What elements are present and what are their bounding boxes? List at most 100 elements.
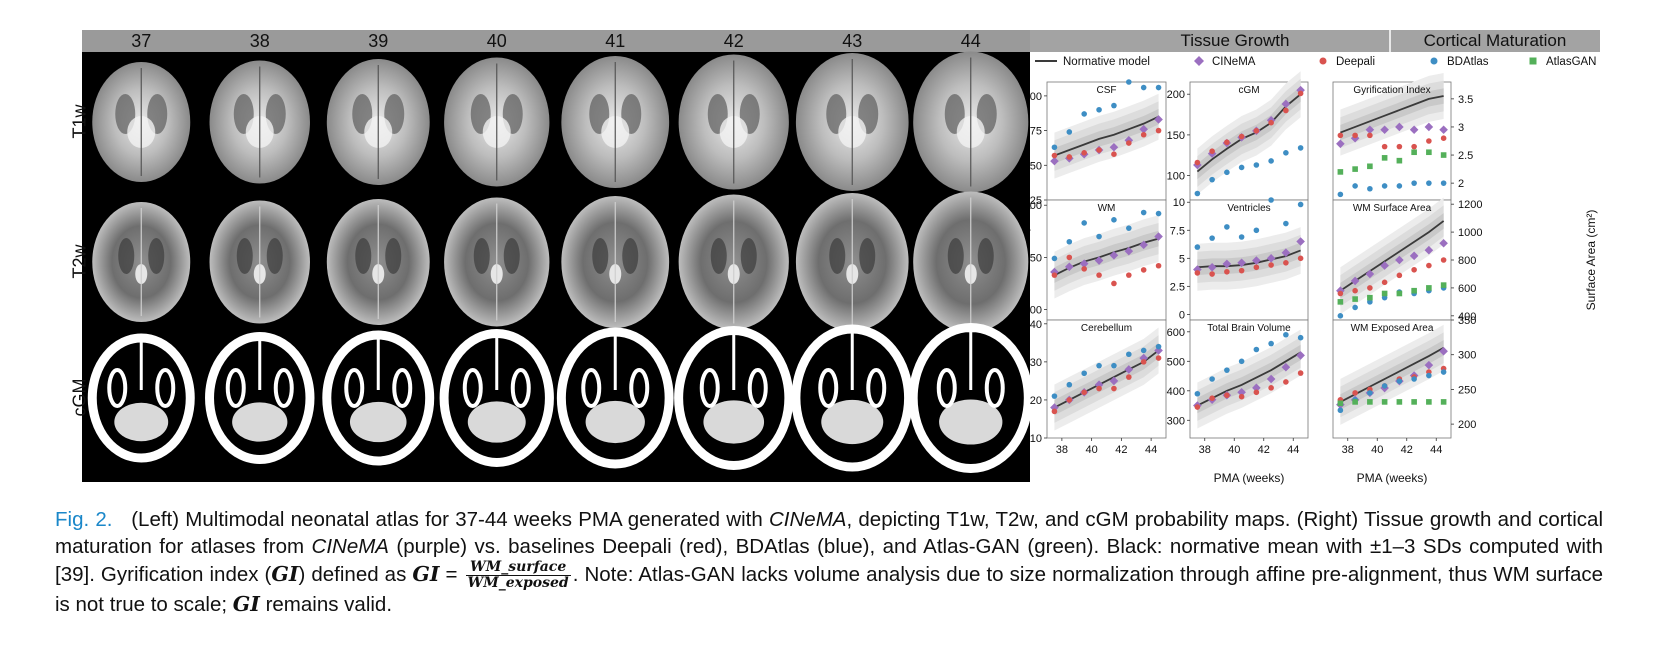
point-deepali: [1426, 262, 1432, 269]
point-cinema: [1094, 380, 1104, 390]
point-bdatlas: [1352, 183, 1358, 189]
point-deepali: [1440, 135, 1447, 141]
point-bdatlas: [1155, 210, 1162, 217]
point-cinema: [1109, 142, 1119, 152]
y-tick-label: 50: [1030, 160, 1042, 172]
point-deepali: [1337, 290, 1344, 297]
point-cinema: [1266, 374, 1276, 384]
x-tick-label: 40: [1086, 444, 1098, 456]
point-cinema: [1281, 99, 1291, 109]
point-bdatlas: [1224, 169, 1230, 176]
y-tick-label: 150: [1030, 252, 1042, 264]
point-deepali: [1381, 279, 1388, 286]
point-deepali: [1194, 159, 1201, 166]
point-atlasgan: [1440, 399, 1447, 405]
cgm-slice: [908, 323, 1030, 473]
point-cinema: [1424, 360, 1434, 370]
point-cinema: [1154, 115, 1163, 124]
point-atlasgan: [1381, 399, 1388, 405]
point-cinema: [1237, 258, 1246, 268]
point-bdatlas: [1297, 145, 1304, 151]
brain-slices: [87, 51, 1030, 473]
point-cinema: [1050, 156, 1059, 166]
normative-line: [1054, 115, 1159, 157]
caption-text-6: remains valid.: [259, 593, 393, 616]
point-atlasgan: [1426, 399, 1432, 405]
y-tick-label: 1000: [1458, 227, 1482, 239]
legend-normative-model: Normative model: [1063, 56, 1150, 68]
point-atlasgan: [1352, 296, 1358, 302]
point-cinema: [1409, 125, 1419, 135]
x-tick-label: 44: [1430, 444, 1442, 456]
point-bdatlas: [1051, 144, 1058, 151]
point-bdatlas: [1411, 180, 1417, 186]
point-atlasgan: [1396, 290, 1403, 297]
point-bdatlas: [1224, 367, 1230, 373]
point-bdatlas: [1426, 372, 1432, 379]
point-deepali: [1140, 359, 1147, 365]
point-deepali: [1253, 389, 1260, 396]
y-tick-label: 2: [1458, 178, 1464, 190]
point-deepali: [1081, 389, 1087, 396]
y-tick-label: 400: [1167, 386, 1185, 398]
legend-bdatlas: BDAtlas: [1447, 56, 1489, 68]
point-deepali: [1209, 271, 1215, 277]
point-cinema: [1109, 251, 1119, 260]
x-tick-label: 40: [1371, 444, 1383, 456]
y-tick-label: 800: [1458, 255, 1476, 267]
caption-text-5: . Note: Atlas-GAN lacks volume analysis …: [55, 562, 1604, 616]
point-deepali: [1111, 280, 1117, 287]
point-bdatlas: [1209, 176, 1215, 183]
caption-gi-3: GI: [232, 592, 260, 616]
figure-label: Fig. 2.: [55, 508, 113, 531]
point-cinema: [1439, 238, 1448, 248]
x-tick-label: 42: [1115, 444, 1127, 456]
point-bdatlas: [1440, 180, 1447, 186]
point-bdatlas: [1238, 234, 1245, 240]
point-bdatlas: [1297, 201, 1304, 208]
point-cinema: [1109, 376, 1119, 386]
point-bdatlas: [1268, 197, 1274, 203]
sd-band-1: [1340, 88, 1444, 141]
point-deepali: [1297, 370, 1304, 376]
point-bdatlas: [1283, 331, 1289, 338]
point-bdatlas: [1440, 369, 1447, 375]
point-bdatlas: [1194, 190, 1201, 197]
x-tick-label: 38: [1056, 444, 1068, 456]
point-cinema: [1409, 251, 1419, 261]
growth-charts-panel: Tissue Growth Cortical Maturation Normativ…: [1030, 30, 1600, 485]
point-cinema: [1050, 267, 1059, 277]
point-bdatlas: [1155, 84, 1162, 91]
point-atlasgan: [1411, 399, 1417, 405]
x-tick-label: 42: [1401, 444, 1413, 456]
cgm-slice: [556, 327, 674, 469]
point-deepali: [1411, 266, 1417, 273]
point-cinema: [1065, 262, 1074, 272]
x-axis-label-cortical: PMA (weeks): [1357, 471, 1428, 485]
y-tick-label: 30: [1030, 357, 1042, 369]
point-cinema: [1266, 254, 1276, 263]
week-header-bar: [82, 30, 1030, 52]
y-tick-label: 100: [1030, 305, 1042, 317]
caption-text-1: (Left) Multimodal neonatal atlas for 37-…: [131, 508, 769, 531]
point-cinema: [1252, 256, 1261, 265]
point-bdatlas: [1126, 79, 1132, 85]
point-bdatlas: [1396, 183, 1403, 189]
week-label-44: 44: [960, 31, 981, 51]
chart-cgm: cGM 100 150 200: [1167, 71, 1309, 201]
point-cinema: [1296, 85, 1305, 95]
caption-gi-1: GI: [271, 561, 299, 586]
point-deepali: [1268, 262, 1274, 268]
chart-wm: WM 100 150 200: [1030, 199, 1167, 321]
chart-title: Ventricles: [1227, 203, 1270, 214]
atlas-image-grid: 37 38 39 40 41 42 43 44: [82, 30, 1030, 482]
sd-band-1: [1054, 230, 1159, 283]
section-title-tissue-growth: Tissue Growth: [1181, 31, 1290, 50]
point-deepali: [1411, 143, 1417, 150]
point-atlasgan: [1367, 399, 1373, 405]
point-cinema: [1395, 122, 1404, 132]
point-bdatlas: [1066, 381, 1073, 388]
point-bdatlas: [1352, 304, 1358, 311]
point-bdatlas: [1396, 378, 1403, 384]
y-tick-label: 400: [1458, 311, 1476, 323]
